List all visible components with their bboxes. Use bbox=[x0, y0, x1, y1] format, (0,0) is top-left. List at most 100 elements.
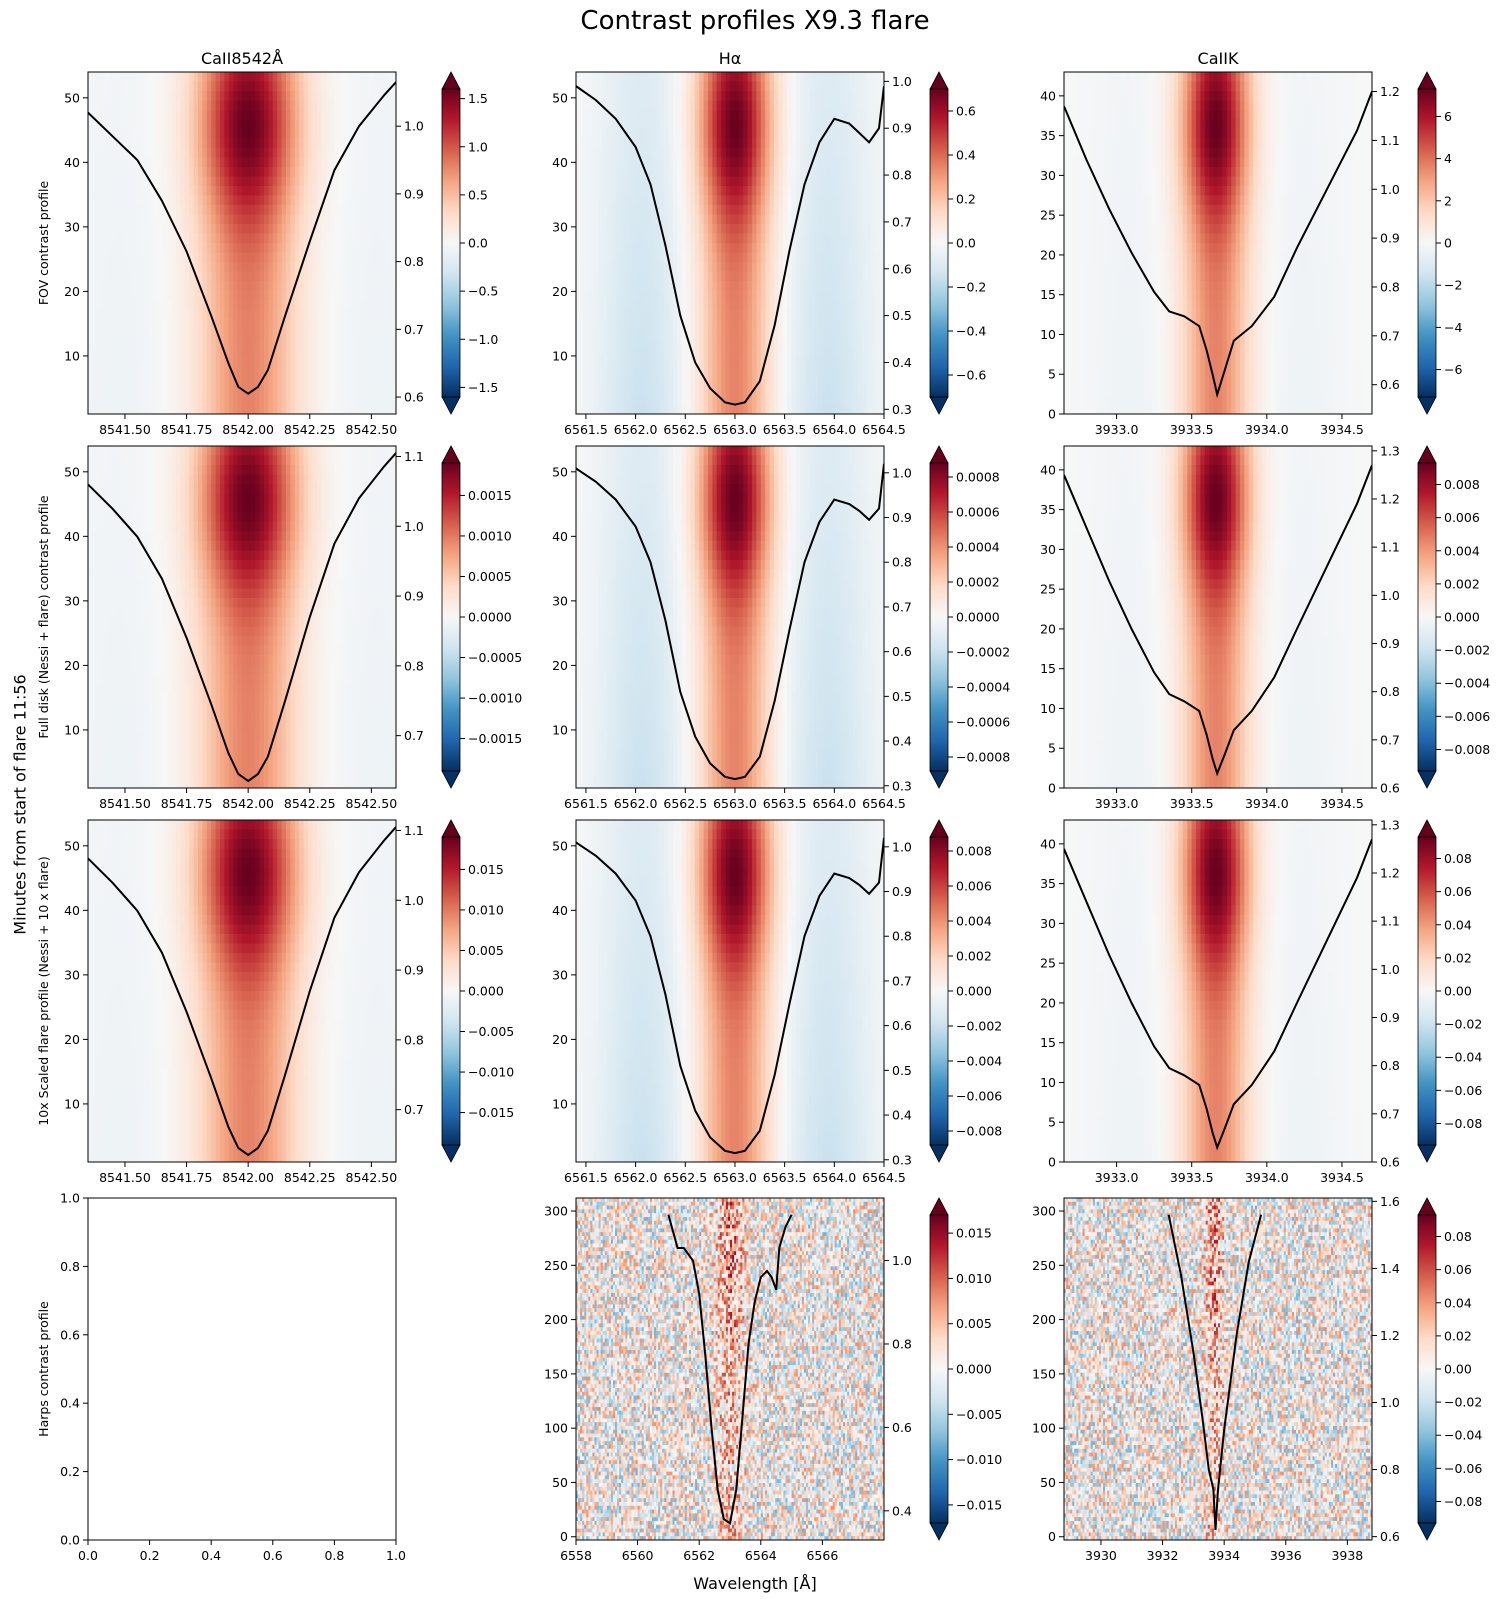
y2-tick-label-r0c1-4: 0.7 bbox=[892, 214, 912, 229]
x-tick-label-r2c1-5: 6564.0 bbox=[812, 1170, 856, 1185]
y-tick-label-r1c1-2: 30 bbox=[552, 593, 568, 608]
plot-frame-r1c2 bbox=[1063, 445, 1373, 789]
x-tick-label-r3c2-4: 3938 bbox=[1331, 1548, 1363, 1563]
x-tick-label-r2c0-4: 8542.50 bbox=[346, 1170, 398, 1185]
colorbar-tick-label-r3c2-4: 0.00 bbox=[1444, 1362, 1472, 1377]
y2-tick-label-r1c1-6: 0.9 bbox=[892, 510, 912, 525]
x-tick-label-r2c0-1: 8541.75 bbox=[161, 1170, 213, 1185]
y2-tick-label-r1c0-3: 1.0 bbox=[404, 519, 424, 534]
y-tick-label-r1c2-7: 35 bbox=[1040, 502, 1056, 517]
x-tick-label-r0c1-0: 6561.5 bbox=[564, 422, 608, 437]
colorbar-gradient-r0c1 bbox=[930, 89, 948, 397]
colorbar-extend-max-r2c1 bbox=[929, 819, 949, 838]
y-tick-label-r0c2-3: 15 bbox=[1040, 287, 1056, 302]
x-tick-label-r2c0-2: 8542.00 bbox=[222, 1170, 274, 1185]
x-tick-label-r0c2-3: 3934.5 bbox=[1320, 422, 1364, 437]
x-tick-label-r3c0-1: 0.2 bbox=[140, 1548, 160, 1563]
x-tick-label-r2c2-0: 3933.0 bbox=[1095, 1170, 1139, 1185]
colorbar-tick-label-r2c1-0: −0.008 bbox=[956, 1124, 1002, 1139]
panel-r2c2: 0.60.70.80.91.01.11.21.3−0.08−0.06−0.04−… bbox=[1040, 817, 1482, 1185]
x-tick-label-r2c1-0: 6561.5 bbox=[564, 1170, 608, 1185]
x-tick-label-r1c2-2: 3934.0 bbox=[1245, 796, 1289, 811]
y-tick-label-r0c1-0: 10 bbox=[552, 348, 568, 363]
y2-tick-label-r1c1-3: 0.6 bbox=[892, 644, 912, 659]
colorbar-tick-label-r0c2-5: 4 bbox=[1444, 151, 1452, 166]
heatmap-r1c1 bbox=[576, 446, 884, 788]
x-tick-label-r3c0-5: 1.0 bbox=[386, 1548, 406, 1563]
colorbar-extend-min-r2c1 bbox=[929, 1144, 949, 1163]
colorbar-gradient-r2c0 bbox=[442, 837, 460, 1145]
x-tick-label-r2c0-0: 8541.50 bbox=[99, 1170, 151, 1185]
x-tick-label-r3c1-1: 6560 bbox=[622, 1548, 654, 1563]
y-tick-label-r0c0-0: 10 bbox=[64, 348, 80, 363]
y2-tick-label-r2c2-0: 0.6 bbox=[1380, 1155, 1400, 1170]
colorbar-tick-label-r2c1-6: 0.004 bbox=[956, 914, 992, 929]
y2-tick-label-r0c1-0: 0.3 bbox=[892, 402, 912, 417]
colorbar-gradient-r1c2 bbox=[1418, 463, 1436, 771]
y-tick-label-r1c0-1: 20 bbox=[64, 658, 80, 673]
y-tick-label-r2c2-2: 10 bbox=[1040, 1075, 1056, 1090]
colorbar-tick-label-r0c0-5: 1.0 bbox=[468, 139, 488, 154]
y2-tick-label-r1c2-4: 1.0 bbox=[1380, 588, 1400, 603]
y-tick-label-r2c1-1: 20 bbox=[552, 1032, 568, 1047]
y2-tick-label-r0c0-2: 0.8 bbox=[404, 254, 424, 269]
y-tick-label-r2c2-1: 5 bbox=[1048, 1115, 1056, 1130]
y-tick-label-r3c2-4: 200 bbox=[1032, 1312, 1056, 1327]
y-tick-label-r2c0-1: 20 bbox=[64, 1032, 80, 1047]
x-tick-label-r2c1-6: 6564.5 bbox=[862, 1170, 906, 1185]
colorbar-extend-min-r3c2 bbox=[1417, 1522, 1437, 1541]
colorbar-extend-min-r1c0 bbox=[441, 770, 461, 789]
x-tick-label-r1c0-0: 8541.50 bbox=[99, 796, 151, 811]
colorbar-gradient-r3c1 bbox=[930, 1215, 948, 1523]
colorbar-tick-label-r2c1-7: 0.006 bbox=[956, 879, 992, 894]
x-tick-label-r0c2-1: 3933.5 bbox=[1170, 422, 1214, 437]
colorbar-tick-label-r0c1-4: 0.2 bbox=[956, 192, 976, 207]
y-tick-label-r3c1-6: 300 bbox=[544, 1204, 568, 1219]
x-tick-label-r3c2-2: 3934 bbox=[1208, 1548, 1240, 1563]
panel-r3c2: 0.6 0.8 1.0 1.2 1.4 1.6 −0.08 −0.06 −0.04 −0.02 0.… bbox=[1032, 1194, 1482, 1563]
colorbar-extend-min-r0c1 bbox=[929, 396, 949, 415]
y2-tick-label-r1c2-5: 1.1 bbox=[1380, 540, 1400, 555]
y-tick-label-r3c0-5: 1.0 bbox=[60, 1191, 80, 1206]
y-tick-label-r2c0-4: 50 bbox=[64, 838, 80, 853]
y-tick-label-r0c2-1: 5 bbox=[1048, 367, 1056, 382]
profile-line-r0c1 bbox=[576, 85, 884, 406]
colorbar-tick-label-r3c1-6: 0.015 bbox=[956, 1226, 992, 1241]
y2-tick-label-r0c1-3: 0.6 bbox=[892, 261, 912, 276]
x-tick-label-r2c0-3: 8542.25 bbox=[284, 1170, 336, 1185]
colorbar-r0c0: −1.5 −1.0 −0.5 0.0 0.5 1.0 1.5 bbox=[441, 71, 498, 415]
y-tick-label-r1c0-2: 30 bbox=[64, 593, 80, 608]
colorbar-tick-label-r2c1-8: 0.008 bbox=[956, 844, 992, 859]
y2-tick-label-r3c1-3: 1.0 bbox=[892, 1253, 912, 1268]
y2-tick-label-r3c2-1: 0.8 bbox=[1380, 1462, 1400, 1477]
colorbar-tick-label-r3c2-6: 0.04 bbox=[1444, 1295, 1472, 1310]
y2-tick-label-r1c1-5: 0.8 bbox=[892, 555, 912, 570]
colorbar-tick-label-r3c2-5: 0.02 bbox=[1444, 1328, 1472, 1343]
y2-tick-label-r0c2-3: 0.9 bbox=[1380, 231, 1400, 246]
panel-r3c1: 0.4 0.6 0.8 1.0 −0.015 −0.010 −0.005 0.000 0.005… bbox=[544, 1197, 1002, 1563]
x-tick-label-r2c1-4: 6563.5 bbox=[763, 1170, 807, 1185]
colorbar-r1c2: −0.008 −0.006 −0.004 −0.002 0.000 0.002 0.004 0… bbox=[1417, 445, 1490, 789]
colorbar-r3c2: −0.08 −0.06 −0.04 −0.02 0.00 0.02 0.04 0.06 0.08 bbox=[1417, 1197, 1482, 1541]
heatmap-r2c1 bbox=[576, 820, 884, 1162]
panel-r2c0: 0.7 0.8 0.9 1.0 1.1 −0.015 −0.010 −0.005 0.000 0.… bbox=[64, 819, 514, 1185]
y2-tick-label-r0c2-0: 0.6 bbox=[1380, 377, 1400, 392]
colorbar-tick-label-r0c1-0: −0.6 bbox=[956, 368, 986, 383]
y-tick-label-r1c2-6: 30 bbox=[1040, 542, 1056, 557]
colorbar-tick-label-r1c1-4: 0.0000 bbox=[956, 610, 1000, 625]
x-tick-label-r1c1-6: 6564.5 bbox=[862, 796, 906, 811]
colorbar-tick-label-r0c2-6: 6 bbox=[1444, 109, 1452, 124]
y-tick-label-r0c2-4: 20 bbox=[1040, 247, 1056, 262]
x-tick-label-r3c0-3: 0.6 bbox=[263, 1548, 283, 1563]
y2-tick-label-r2c2-2: 0.8 bbox=[1380, 1058, 1400, 1073]
y2-tick-label-r2c1-1: 0.4 bbox=[892, 1108, 912, 1123]
y-tick-label-r3c2-3: 150 bbox=[1032, 1366, 1056, 1381]
y2-tick-label-r1c0-1: 0.8 bbox=[404, 658, 424, 673]
colorbar-tick-label-r1c1-8: 0.0008 bbox=[956, 470, 1000, 485]
colorbar-tick-label-r1c0-3: 0.0000 bbox=[468, 610, 512, 625]
plot-frame-r3c0 bbox=[87, 1197, 397, 1541]
y2-tick-label-r2c2-7: 1.3 bbox=[1380, 817, 1400, 832]
colorbar-extend-min-r1c2 bbox=[1417, 770, 1437, 789]
x-tick-label-r0c0-4: 8542.50 bbox=[346, 422, 398, 437]
colorbar-tick-label-r3c2-0: −0.08 bbox=[1444, 1494, 1482, 1509]
